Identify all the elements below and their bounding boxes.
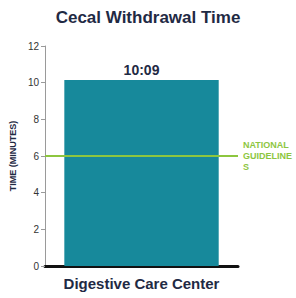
svg-text:4: 4 (33, 187, 39, 198)
svg-text:0: 0 (33, 261, 39, 272)
svg-text:TIME (MINUTES): TIME (MINUTES) (8, 121, 18, 192)
svg-text:12: 12 (28, 41, 40, 52)
svg-text:NATIONAL: NATIONAL (243, 140, 291, 150)
svg-text:6: 6 (33, 151, 39, 162)
svg-text:2: 2 (33, 224, 39, 235)
svg-text:GUIDELINE: GUIDELINE (243, 151, 292, 161)
svg-text:8: 8 (33, 114, 39, 125)
svg-text:10:09: 10:09 (124, 62, 160, 78)
svg-text:Digestive Care Center: Digestive Care Center (64, 275, 220, 292)
svg-text:10: 10 (28, 77, 40, 88)
svg-text:S: S (243, 162, 249, 172)
svg-text:Cecal Withdrawal Time: Cecal Withdrawal Time (56, 8, 241, 27)
